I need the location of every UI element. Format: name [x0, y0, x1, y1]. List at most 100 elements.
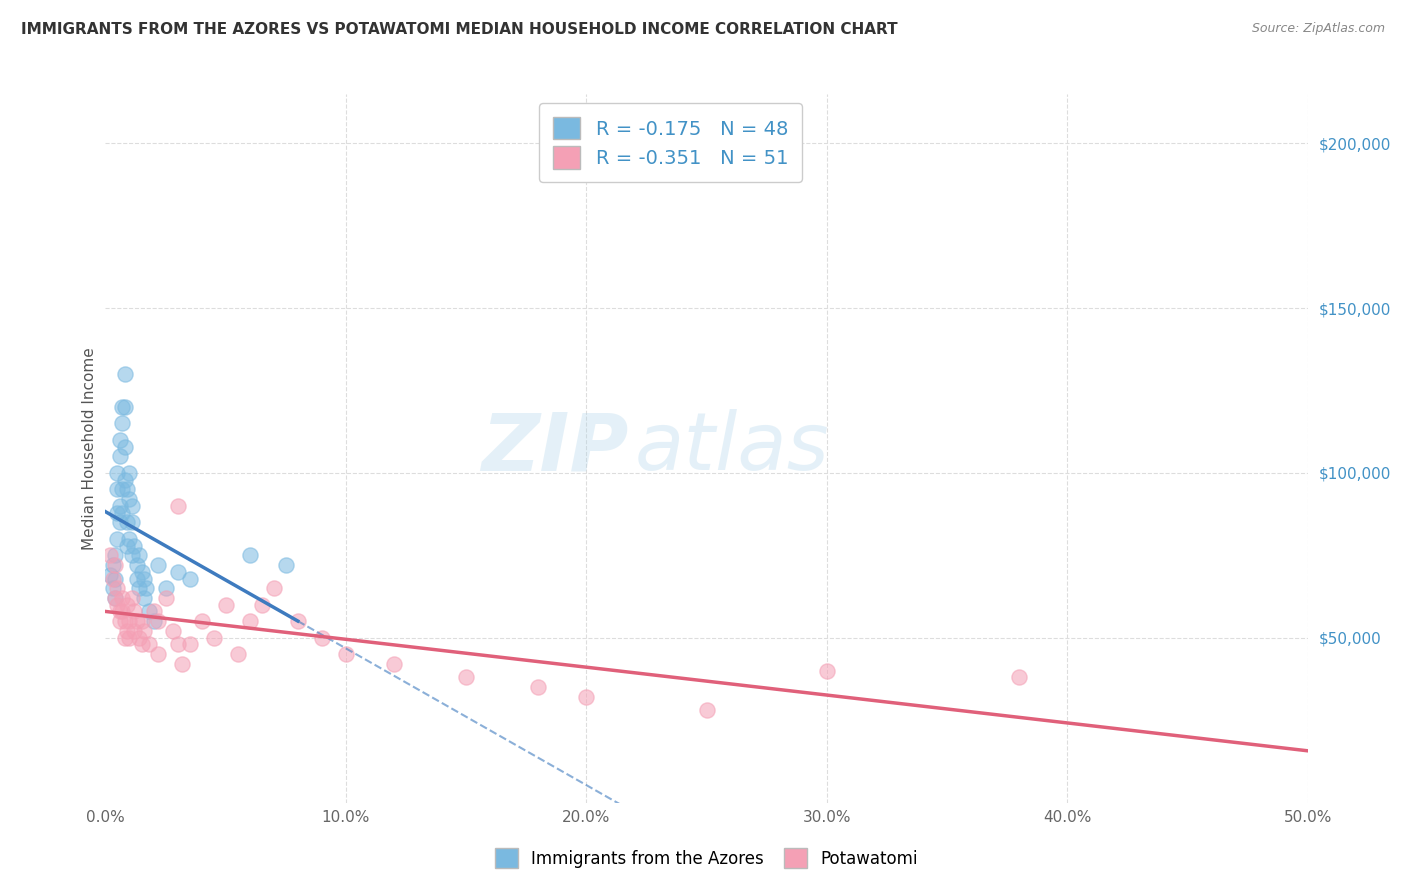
- Point: [114, 631, 136, 645]
- Point: [382, 657, 405, 672]
- Point: [125, 615, 148, 629]
- Point: [148, 648, 170, 662]
- Point: [115, 624, 138, 639]
- Point: [111, 400, 134, 414]
- Point: [104, 591, 127, 606]
- Point: [128, 582, 150, 596]
- Point: [114, 400, 136, 414]
- Point: [108, 433, 131, 447]
- Point: [696, 703, 718, 717]
- Point: [1008, 670, 1031, 684]
- Point: [454, 670, 477, 684]
- Point: [202, 631, 225, 645]
- Point: [111, 483, 134, 497]
- Point: [115, 598, 138, 612]
- Point: [121, 591, 143, 606]
- Text: ZIP: ZIP: [481, 409, 628, 487]
- Point: [124, 624, 146, 639]
- Point: [239, 615, 262, 629]
- Point: [179, 572, 201, 586]
- Point: [115, 483, 138, 497]
- Point: [148, 558, 170, 573]
- Point: [114, 367, 136, 381]
- Point: [239, 549, 262, 563]
- Point: [815, 664, 838, 678]
- Point: [155, 582, 177, 596]
- Point: [108, 499, 131, 513]
- Point: [104, 572, 127, 586]
- Point: [118, 492, 141, 507]
- Point: [135, 582, 157, 596]
- Point: [114, 615, 136, 629]
- Text: IMMIGRANTS FROM THE AZORES VS POTAWATOMI MEDIAN HOUSEHOLD INCOME CORRELATION CHA: IMMIGRANTS FROM THE AZORES VS POTAWATOMI…: [21, 22, 897, 37]
- Point: [131, 565, 153, 579]
- Point: [226, 648, 249, 662]
- Point: [250, 598, 273, 612]
- Point: [107, 582, 129, 596]
- Point: [121, 499, 143, 513]
- Point: [131, 638, 153, 652]
- Point: [124, 605, 146, 619]
- Point: [118, 615, 141, 629]
- Point: [263, 582, 285, 596]
- Point: [179, 638, 201, 652]
- Point: [104, 549, 127, 563]
- Point: [166, 499, 188, 513]
- Legend: Immigrants from the Azores, Potawatomi: Immigrants from the Azores, Potawatomi: [486, 840, 927, 876]
- Point: [166, 638, 188, 652]
- Point: [162, 624, 184, 639]
- Point: [132, 591, 155, 606]
- Point: [98, 549, 121, 563]
- Point: [132, 624, 155, 639]
- Point: [101, 582, 124, 596]
- Point: [107, 506, 129, 520]
- Point: [121, 516, 143, 530]
- Point: [111, 417, 134, 431]
- Point: [101, 572, 124, 586]
- Point: [108, 516, 131, 530]
- Point: [125, 572, 148, 586]
- Point: [131, 615, 153, 629]
- Point: [114, 473, 136, 487]
- Point: [214, 598, 236, 612]
- Point: [114, 440, 136, 454]
- Point: [101, 558, 124, 573]
- Point: [287, 615, 309, 629]
- Text: atlas: atlas: [634, 409, 830, 487]
- Point: [108, 605, 131, 619]
- Point: [172, 657, 194, 672]
- Point: [111, 605, 134, 619]
- Point: [132, 572, 155, 586]
- Point: [128, 549, 150, 563]
- Point: [107, 532, 129, 546]
- Point: [155, 591, 177, 606]
- Point: [190, 615, 212, 629]
- Point: [118, 631, 141, 645]
- Point: [575, 690, 598, 705]
- Point: [107, 598, 129, 612]
- Point: [108, 450, 131, 464]
- Point: [107, 466, 129, 480]
- Point: [104, 558, 127, 573]
- Point: [142, 605, 165, 619]
- Point: [111, 591, 134, 606]
- Y-axis label: Median Household Income: Median Household Income: [82, 347, 97, 549]
- Point: [166, 565, 188, 579]
- Point: [125, 558, 148, 573]
- Point: [124, 539, 146, 553]
- Point: [138, 638, 160, 652]
- Point: [527, 681, 550, 695]
- Text: Source: ZipAtlas.com: Source: ZipAtlas.com: [1251, 22, 1385, 36]
- Point: [128, 631, 150, 645]
- Point: [115, 539, 138, 553]
- Point: [142, 615, 165, 629]
- Point: [121, 549, 143, 563]
- Point: [138, 605, 160, 619]
- Point: [115, 516, 138, 530]
- Point: [108, 615, 131, 629]
- Point: [111, 506, 134, 520]
- Point: [311, 631, 333, 645]
- Point: [335, 648, 357, 662]
- Point: [104, 591, 127, 606]
- Point: [118, 532, 141, 546]
